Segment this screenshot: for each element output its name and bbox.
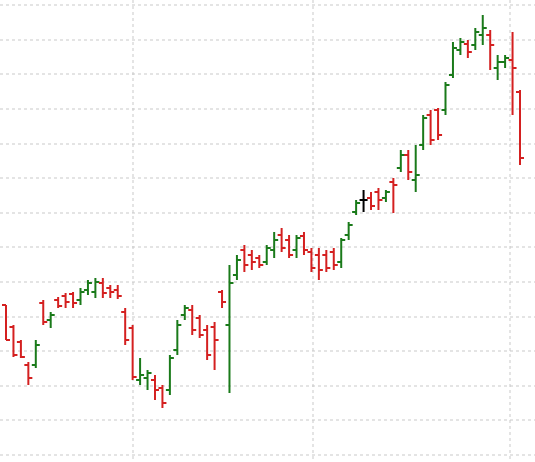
chart bbox=[0, 0, 535, 462]
